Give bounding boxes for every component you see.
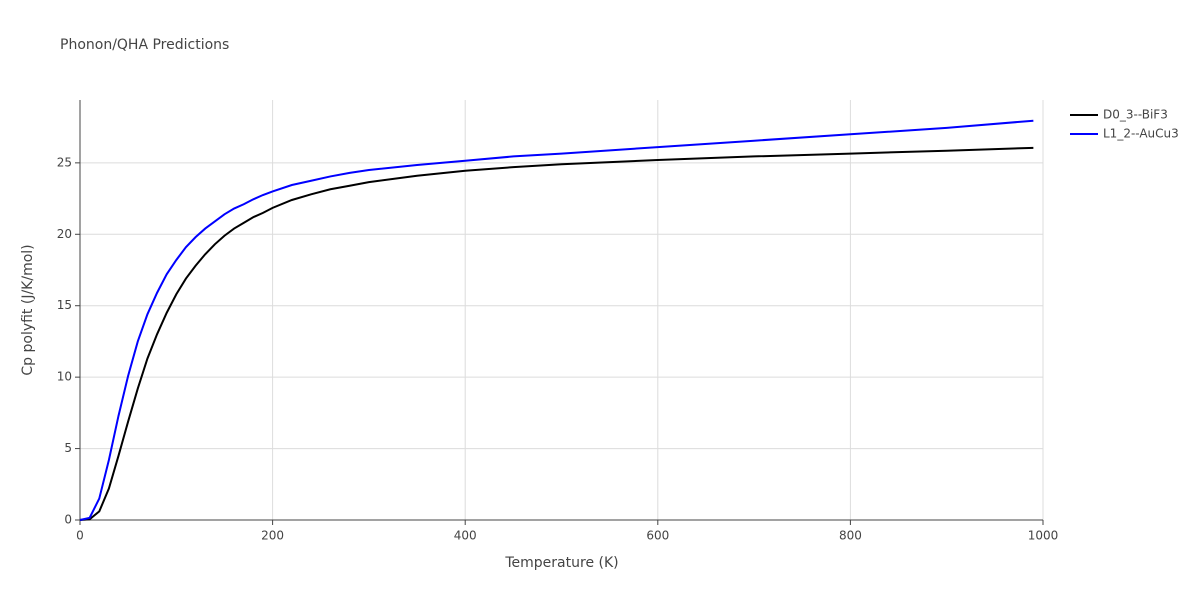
y-axis-title: Cp polyfit (J/K/mol) (20, 244, 36, 375)
series-line (79, 119, 1034, 521)
y-tick-label: 0 (64, 513, 72, 527)
x-tick-label: 0 (76, 529, 84, 543)
y-tick-label: 25 (57, 155, 72, 169)
x-tick-label: 800 (839, 529, 862, 543)
x-axis-title: Temperature (K) (504, 555, 618, 571)
x-tick-label: 400 (454, 529, 477, 543)
x-tick-label: 200 (261, 529, 284, 543)
y-tick-label: 5 (64, 441, 72, 455)
x-tick-label: 1000 (1028, 529, 1059, 543)
legend-label: D0_3--BiF3 (1103, 108, 1168, 122)
chart-title: Phonon/QHA Predictions (60, 37, 229, 53)
y-tick-label: 15 (57, 298, 72, 312)
x-tick-label: 600 (646, 529, 669, 543)
legend-label: L1_2--AuCu3 (1103, 127, 1179, 141)
y-tick-label: 10 (57, 370, 72, 384)
series-line (79, 146, 1034, 521)
y-tick-label: 20 (57, 227, 72, 241)
